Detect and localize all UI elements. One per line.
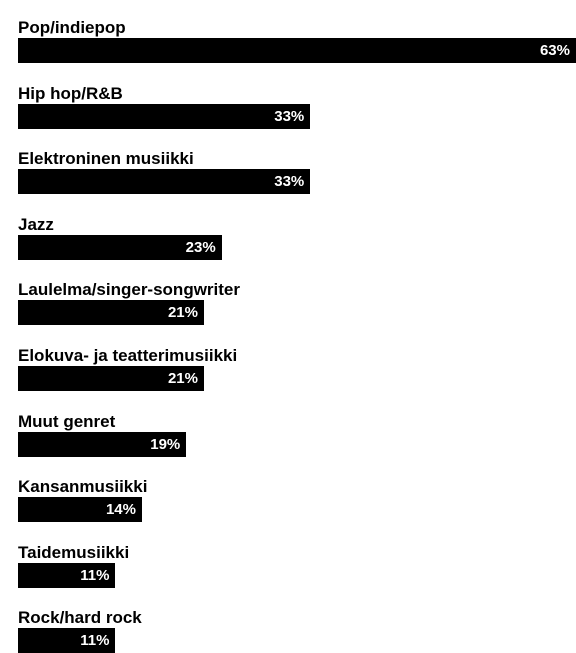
category-label: Elektroninen musiikki [18, 149, 194, 169]
bar: 63% [18, 38, 576, 63]
bar: 14% [18, 497, 142, 523]
bar-value-label: 33% [274, 107, 305, 125]
bar-value-label: 33% [274, 173, 305, 191]
bar: 33% [18, 103, 311, 129]
bar-value-label: 19% [150, 435, 181, 453]
category-label: Rock/hard rock [18, 608, 142, 628]
category-label: Hip hop/R&B [18, 83, 123, 103]
bar-value-label: 21% [167, 304, 198, 322]
bar-value-label: 23% [185, 238, 216, 256]
category-label: Laulelma/singer-songwriter [18, 280, 240, 300]
category-label: Elokuva- ja teatterimusiikki [18, 346, 238, 365]
category-label: Jazz [18, 214, 54, 234]
bar-value-label: 14% [105, 501, 136, 519]
bar: 33% [18, 169, 311, 195]
bar: 21% [18, 300, 204, 326]
bar: 23% [18, 234, 222, 260]
bar: 21% [18, 366, 204, 391]
bar-value-label: 11% [80, 632, 110, 650]
bar-value-label: 11% [80, 566, 110, 584]
bar: 19% [18, 431, 187, 457]
category-label: Taidemusiikki [18, 542, 130, 562]
bar: 11% [18, 628, 116, 653]
bar: 11% [18, 562, 116, 588]
category-label: Pop/indiepop [18, 18, 126, 37]
category-label: Kansanmusiikki [18, 477, 148, 497]
category-label: Muut genret [18, 411, 116, 431]
bar-value-label: 21% [167, 370, 198, 387]
bar-value-label: 63% [539, 42, 570, 59]
